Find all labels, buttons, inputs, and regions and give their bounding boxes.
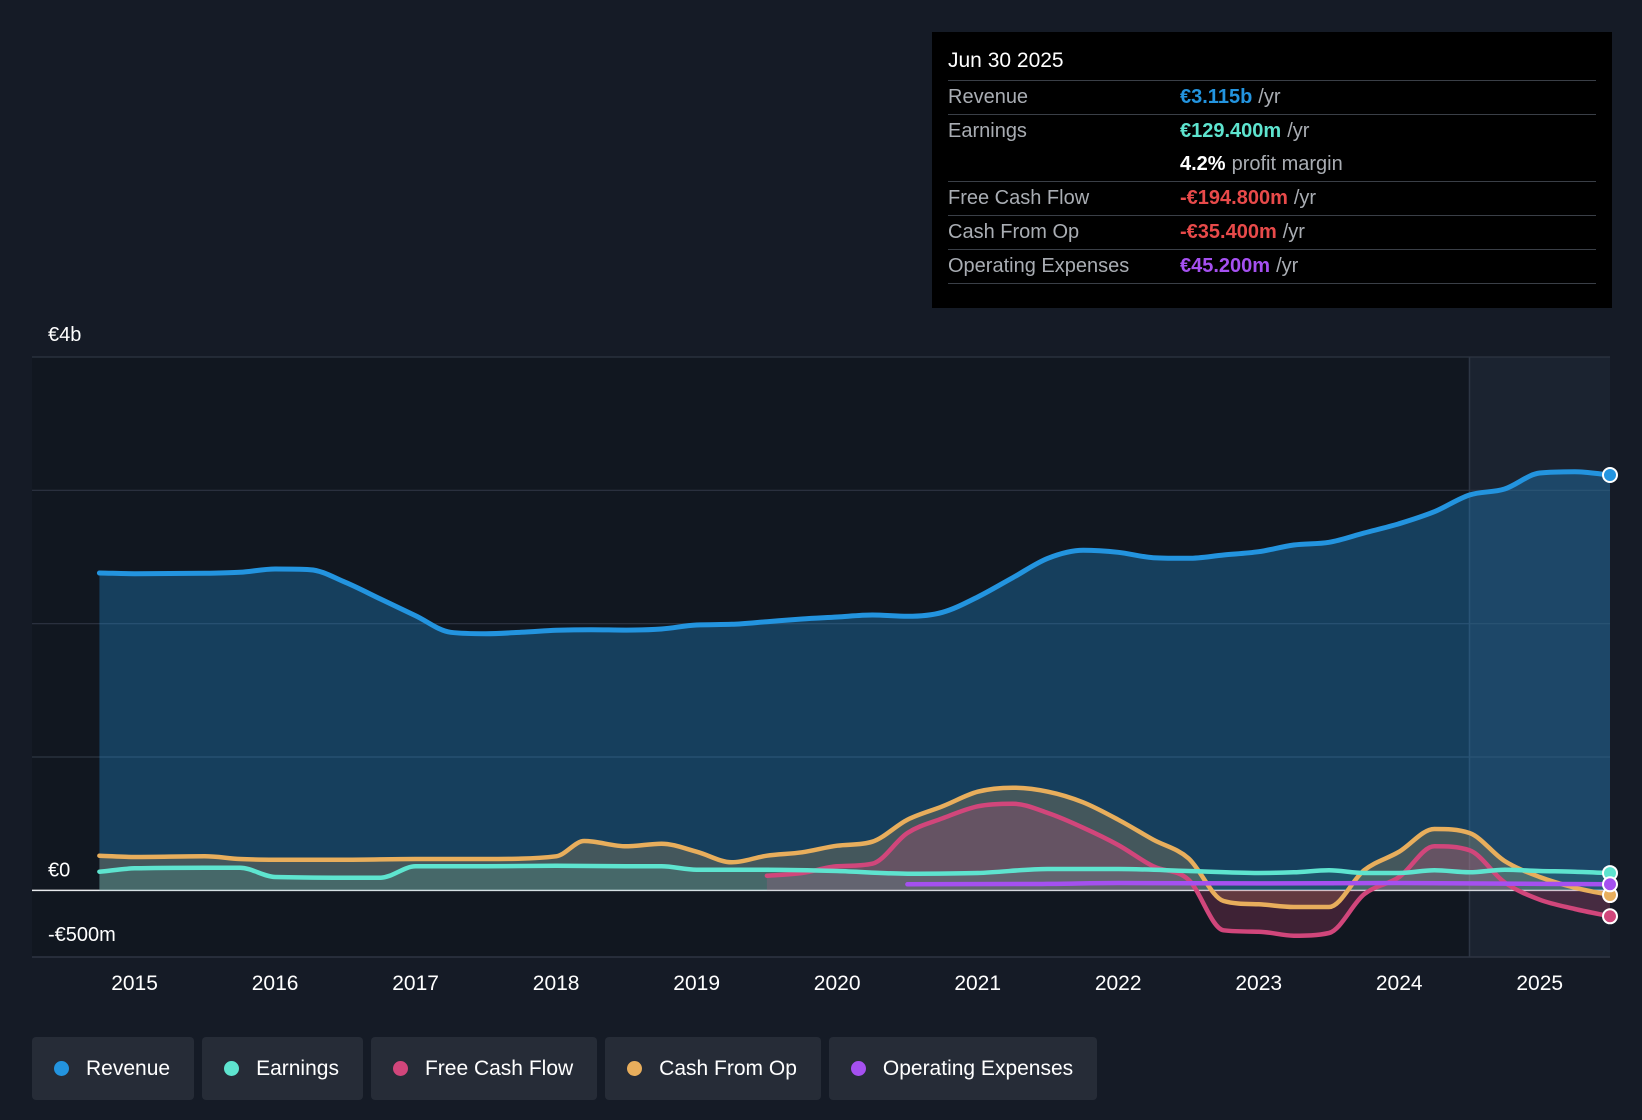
series-end-marker-opex <box>1602 876 1618 893</box>
tooltip-date: Jun 30 2025 <box>948 49 1064 72</box>
legend-item-cash-from-op[interactable]: Cash From Op <box>605 1037 821 1100</box>
legend-label: Operating Expenses <box>882 1056 1074 1080</box>
tooltip-unit: profit margin <box>1231 153 1343 175</box>
tooltip-panel: Jun 30 2025 Revenue €3.115b /yr Earnings… <box>932 32 1612 308</box>
legend-dot-icon <box>54 1061 69 1076</box>
tooltip-label: Free Cash Flow <box>948 187 1090 209</box>
x-tick-label: 2020 <box>814 972 861 995</box>
tooltip-row-operating-expenses: Operating Expenses €45.200m /yr <box>948 249 1596 284</box>
tooltip-row-profit-margin: 4.2% profit margin <box>948 148 1596 181</box>
tooltip-row-cash-from-op: Cash From Op -€35.400m /yr <box>948 215 1596 249</box>
x-tick-label: 2022 <box>1095 972 1142 995</box>
legend-label: Free Cash Flow <box>424 1056 574 1080</box>
x-tick-label: 2024 <box>1376 972 1423 995</box>
highlight-region <box>1469 357 1610 957</box>
legend-dot-icon <box>850 1061 866 1076</box>
tooltip-unit: /yr <box>1282 221 1305 243</box>
series-area-cfo <box>99 787 1610 907</box>
x-tick-label: 2021 <box>954 972 1001 995</box>
x-tick-label: 2017 <box>392 972 439 995</box>
tooltip-label: Operating Expenses <box>948 255 1130 277</box>
tooltip-value: -€35.400m <box>1180 221 1277 243</box>
x-tick-label: 2018 <box>533 972 580 995</box>
series-line-cfo <box>97 785 1613 910</box>
y-tick-label: €0 <box>48 859 70 881</box>
tooltip-label: Revenue <box>948 86 1029 108</box>
series-line-fcf <box>764 801 1613 938</box>
legend-label: Earnings <box>256 1056 339 1080</box>
legend-item-free-cash-flow[interactable]: Free Cash Flow <box>370 1037 598 1100</box>
legend-item-operating-expenses[interactable]: Operating Expenses <box>828 1037 1098 1100</box>
tooltip-unit: /yr <box>1293 187 1317 209</box>
y-tick-label: -€500m <box>48 924 116 946</box>
tooltip-value: 4.2% <box>1180 153 1226 175</box>
legend-label: Cash From Op <box>659 1056 797 1080</box>
legend-dot-icon <box>392 1061 408 1076</box>
x-tick-label: 2019 <box>673 972 720 995</box>
tooltip-label: Cash From Op <box>948 221 1080 243</box>
tooltip-row-free-cash-flow: Free Cash Flow -€194.800m /yr <box>948 181 1596 215</box>
series-end-marker-fcf <box>1602 908 1618 925</box>
tooltip-unit: /yr <box>1276 255 1299 277</box>
tooltip-unit: /yr <box>1287 120 1310 142</box>
x-tick-label: 2025 <box>1516 972 1563 995</box>
series-line-opex <box>905 880 1613 887</box>
y-tick-label: €4b <box>48 324 81 346</box>
tooltip-value: €3.115b <box>1180 86 1253 108</box>
legend: Revenue Earnings Free Cash Flow Cash Fro… <box>32 1037 1098 1100</box>
tooltip-value: -€194.800m <box>1180 187 1288 209</box>
x-tick-label: 2023 <box>1235 972 1282 995</box>
tooltip-label: Earnings <box>948 120 1027 142</box>
tooltip-row-earnings: Earnings €129.400m /yr <box>948 114 1596 148</box>
x-tick-label: 2015 <box>111 972 158 995</box>
legend-dot-icon <box>627 1061 643 1076</box>
series-end-marker-revenue <box>1602 467 1618 483</box>
legend-label: Revenue <box>86 1056 171 1080</box>
tooltip-value: €45.200m <box>1180 255 1271 277</box>
legend-dot-icon <box>224 1061 240 1076</box>
series-line-earnings <box>97 863 1613 880</box>
tooltip-value: €129.400m <box>1180 120 1282 142</box>
series-area-fcf <box>766 803 1610 936</box>
legend-item-revenue[interactable]: Revenue <box>32 1037 195 1100</box>
tooltip-unit: /yr <box>1258 86 1281 108</box>
plot-background <box>32 357 1610 957</box>
legend-item-earnings[interactable]: Earnings <box>202 1037 363 1100</box>
tooltip-row-revenue: Revenue €3.115b /yr <box>948 80 1596 114</box>
series-line-revenue <box>96 469 1613 637</box>
x-tick-label: 2016 <box>252 972 299 995</box>
series-area-revenue <box>99 471 1610 891</box>
